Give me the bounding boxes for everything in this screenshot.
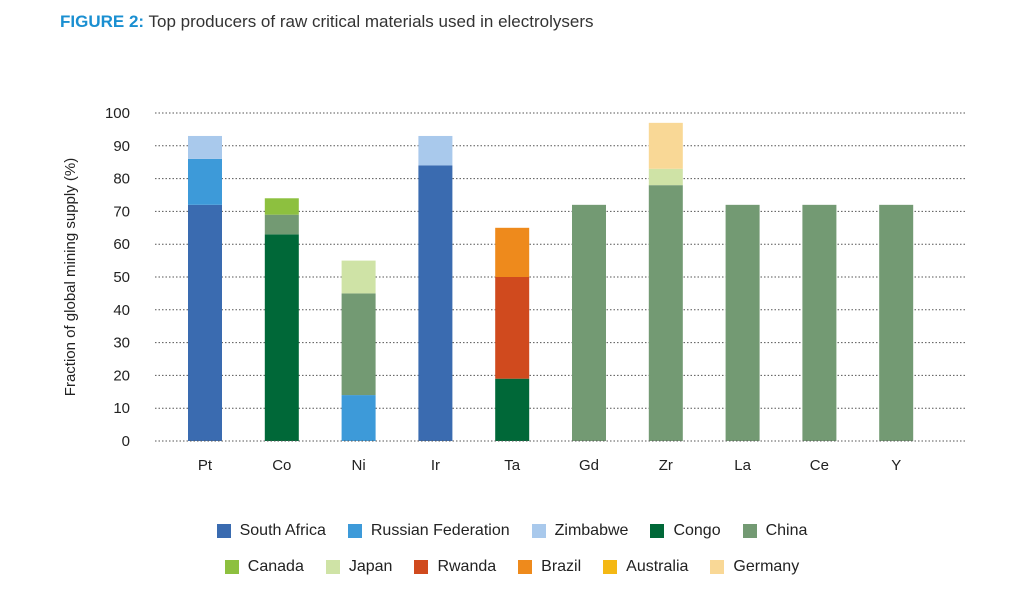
- y-tick-label: 40: [113, 302, 130, 319]
- x-tick-label: Y: [891, 457, 901, 474]
- x-tick-label: Co: [272, 457, 291, 474]
- x-tick-label: Ni: [352, 457, 366, 474]
- legend-swatch: [603, 560, 618, 574]
- legend-swatch: [710, 560, 725, 574]
- y-tick-label: 0: [122, 433, 130, 450]
- legend-row-1: South Africa Russian Federation Zimbabwe Co…: [0, 522, 1024, 540]
- bar-segment: [648, 122, 683, 169]
- bar-segment: [264, 198, 299, 215]
- bar-segment: [188, 135, 222, 159]
- y-tick-label: 60: [113, 236, 130, 253]
- bar-segment: [188, 204, 222, 441]
- legend-item: Australia: [603, 558, 688, 576]
- x-tick-label: La: [734, 457, 751, 474]
- y-tick-label: 50: [113, 269, 130, 286]
- legend-label: Brazil: [541, 558, 582, 575]
- legend-swatch: [325, 560, 340, 574]
- bar-segment: [264, 234, 299, 441]
- legend-swatch: [216, 524, 231, 538]
- bars: [188, 122, 914, 442]
- x-tick-label: Gd: [579, 457, 599, 474]
- legend-label: Zimbabwe: [554, 522, 629, 539]
- bar-segment: [802, 204, 837, 441]
- y-tick-label: 100: [105, 105, 130, 122]
- bar-segment: [418, 135, 453, 166]
- legend-item: Canada: [224, 558, 304, 576]
- legend-item: Zimbabwe: [531, 522, 629, 540]
- bar-segment: [879, 204, 914, 441]
- y-tick-label: 10: [113, 400, 130, 417]
- legend-row-2: Canada Japan Rwanda Brazil Australia Germany: [0, 558, 1024, 576]
- y-axis-ticks: 0 10 20 30 40 50 60 70 80 90 100: [105, 105, 130, 450]
- y-axis-label: Fraction of global mining supply (%): [62, 158, 79, 396]
- legend-swatch: [650, 524, 665, 538]
- legend-label: Australia: [626, 558, 689, 575]
- y-tick-label: 80: [113, 171, 130, 188]
- x-tick-label: Pt: [198, 457, 213, 474]
- bar-segment: [341, 293, 376, 396]
- legend-label: South Africa: [239, 522, 326, 539]
- bar-segment: [495, 277, 530, 379]
- x-axis-ticks: Pt Co Ni Ir Ta Gd Zr La Ce Y: [198, 457, 901, 474]
- bar-segment: [725, 204, 760, 441]
- y-tick-label: 20: [113, 367, 130, 384]
- bar-segment: [341, 395, 376, 441]
- bar-segment: [264, 214, 299, 235]
- bar-segment: [341, 260, 376, 294]
- y-tick-label: 90: [113, 138, 130, 155]
- legend-swatch: [742, 524, 757, 538]
- legend-swatch: [347, 524, 362, 538]
- bar-segment: [572, 204, 606, 441]
- legend-label: Russian Federation: [370, 522, 510, 539]
- legend-label: China: [765, 522, 808, 539]
- legend-swatch: [414, 560, 429, 574]
- bar-segment: [648, 185, 683, 441]
- legend-swatch: [224, 560, 239, 574]
- x-tick-label: Ce: [810, 457, 829, 474]
- x-tick-label: Zr: [659, 457, 673, 474]
- figure-label: FIGURE 2:: [60, 12, 145, 31]
- figure-caption: Top producers of raw critical materials …: [148, 12, 594, 31]
- y-tick-label: 30: [113, 335, 130, 352]
- x-tick-label: Ta: [504, 457, 521, 474]
- legend-label: Germany: [733, 558, 800, 575]
- bar-segment: [418, 165, 453, 442]
- y-tick-label: 70: [113, 203, 130, 220]
- legend-item: Germany: [710, 558, 799, 576]
- legend-item: Japan: [325, 558, 393, 576]
- legend-swatch: [531, 524, 546, 538]
- legend-label: Congo: [673, 522, 721, 539]
- figure-title: FIGURE 2: Top producers of raw critical …: [60, 12, 594, 32]
- bar-segment: [648, 168, 683, 186]
- legend-label: Rwanda: [437, 558, 497, 575]
- bar-segment: [495, 378, 530, 441]
- bar-segment: [188, 158, 222, 205]
- legend-item: Rwanda: [414, 558, 496, 576]
- legend-swatch: [518, 560, 533, 574]
- bar-segment: [495, 227, 530, 277]
- legend-label: Canada: [247, 558, 304, 575]
- legend-label: Japan: [348, 558, 393, 575]
- legend-item: Congo: [650, 522, 721, 540]
- legend-item: Brazil: [518, 558, 581, 576]
- legend-item: Russian Federation: [347, 522, 510, 540]
- legend-item: China: [742, 522, 808, 540]
- legend-item: South Africa: [216, 522, 326, 540]
- x-tick-label: Ir: [431, 457, 440, 474]
